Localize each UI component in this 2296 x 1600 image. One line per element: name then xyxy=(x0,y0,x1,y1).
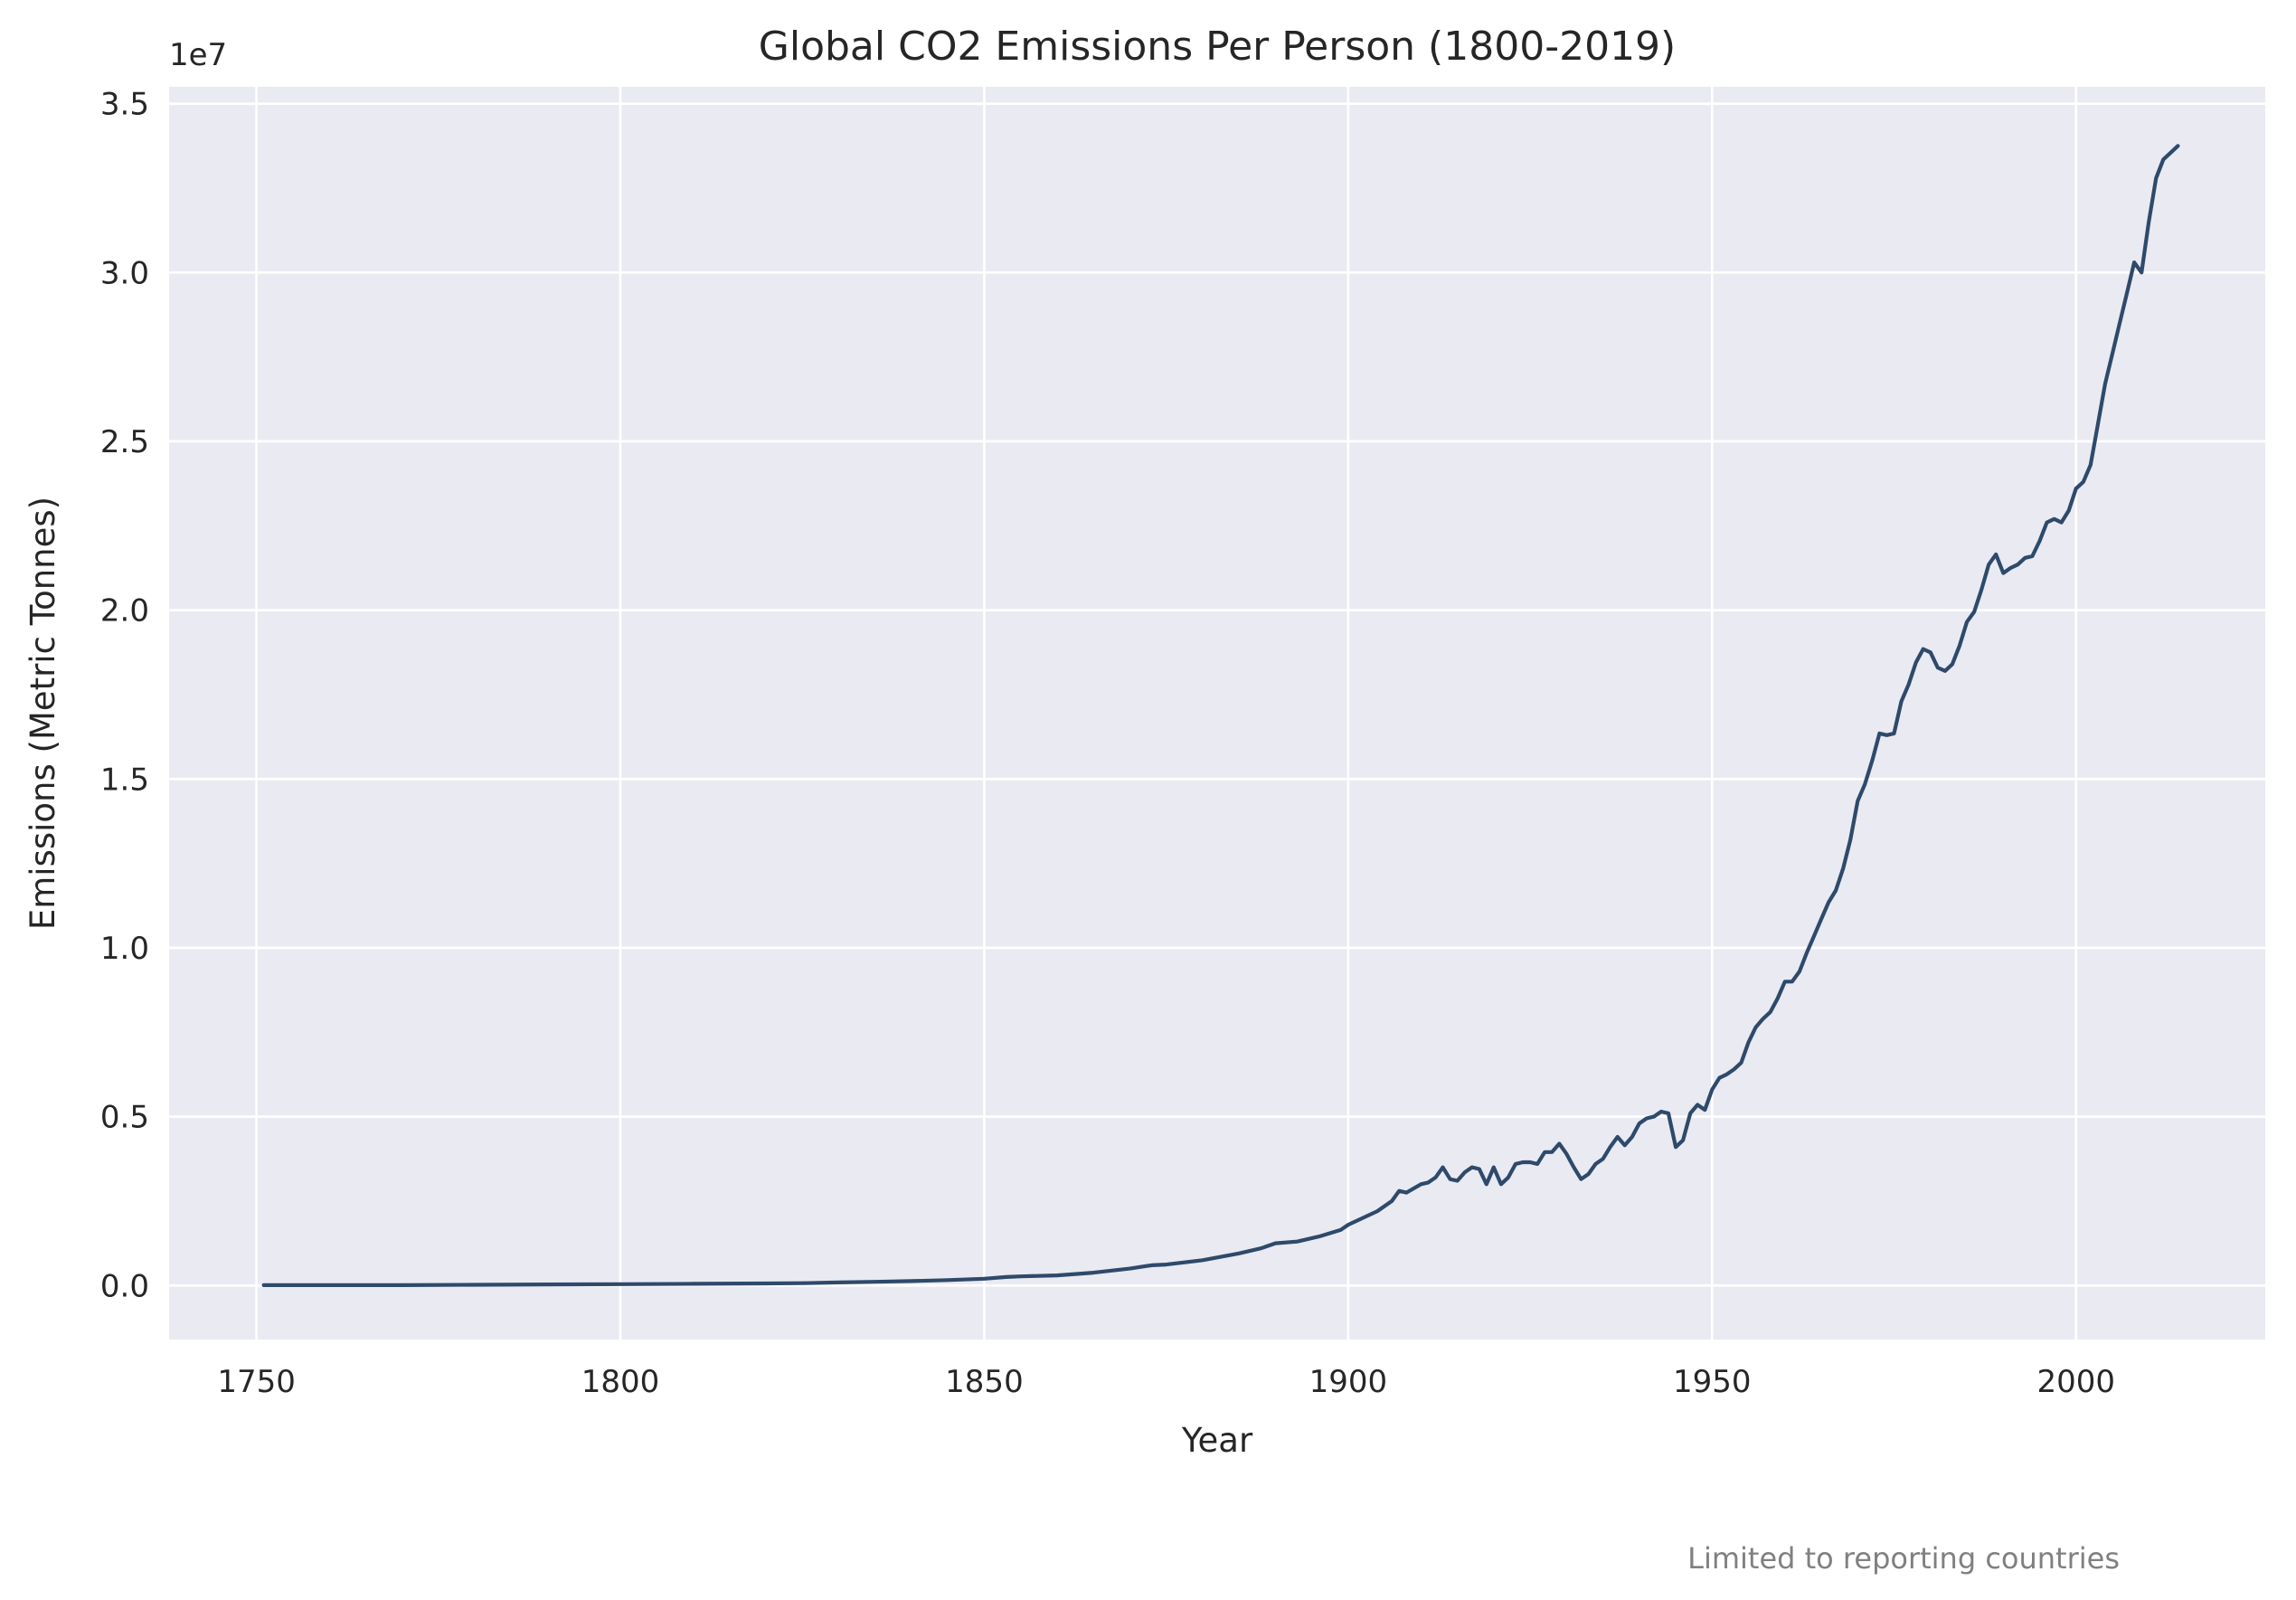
x-axis-label: Year xyxy=(1181,1421,1253,1460)
x-tick-label: 1850 xyxy=(945,1364,1024,1400)
y-tick-label: 2.0 xyxy=(100,593,149,630)
series-layer xyxy=(261,144,2180,1288)
y-tick-label: 0.5 xyxy=(100,1100,149,1136)
x-tick-label: 1800 xyxy=(581,1364,660,1400)
x-tick-label: 1900 xyxy=(1309,1364,1388,1400)
footnote-annotation: Limited to reporting countries xyxy=(1687,1541,2120,1576)
y-tick-label: 3.0 xyxy=(100,255,149,291)
y-axis-label: Emissions (Metric Tonnes) xyxy=(24,497,62,930)
plot-area xyxy=(169,87,2265,1340)
x-tick-label: 1950 xyxy=(1673,1364,1752,1400)
y-tick-label: 2.5 xyxy=(100,424,149,460)
y-tick-label: 0.0 xyxy=(100,1268,149,1304)
y-axis-offset-label: 1e7 xyxy=(169,37,227,73)
y-tick-label: 1.5 xyxy=(100,762,149,798)
tick-labels: 1750 1800 1850 1900 1950 2000 0.0 0.5 1.0 1.5 2.0 2… xyxy=(100,87,2115,1400)
x-tick-label: 1750 xyxy=(217,1364,296,1400)
grid-lines xyxy=(169,87,2265,1340)
x-tick-label: 2000 xyxy=(2036,1364,2115,1400)
chart-title: Global CO2 Emissions Per Person (1800-20… xyxy=(759,24,1676,70)
y-tick-label: 1.0 xyxy=(100,931,149,967)
series-line xyxy=(261,144,2180,1288)
y-tick-label: 3.5 xyxy=(100,87,149,123)
